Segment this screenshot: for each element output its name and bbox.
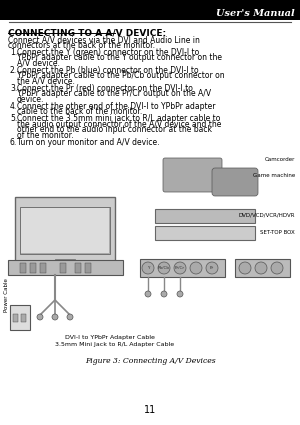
Text: Connect the Pr (red) connector on the DVI-I to: Connect the Pr (red) connector on the DV… [17,83,193,93]
Bar [85,263,91,273]
Text: 11: 11 [144,405,156,415]
Bar [235,259,290,277]
Text: the A/V device.: the A/V device. [17,76,75,85]
Text: DVI-I to YPbPr Adapter Cable: DVI-I to YPbPr Adapter Cable [65,335,155,340]
Text: 5.: 5. [10,114,17,123]
Bar [8,260,123,275]
Text: Pr/Cr: Pr/Cr [175,266,185,270]
Bar [155,209,255,223]
Text: 4.: 4. [10,102,17,111]
Text: other end to the audio input connector at the back: other end to the audio input connector a… [17,125,212,134]
Text: Connect A/V devices via the DVI and Audio Line in: Connect A/V devices via the DVI and Audi… [8,35,200,44]
Circle shape [174,262,186,274]
Text: the audio output connector of the A/V device and the: the audio output connector of the A/V de… [17,119,221,128]
Text: Power Cable: Power Cable [4,278,10,312]
Bar [60,263,66,273]
Text: connectors at the back of the monitor.: connectors at the back of the monitor. [8,40,155,49]
Bar [45,267,85,272]
Bar [75,263,81,273]
Text: Turn on your monitor and A/V device.: Turn on your monitor and A/V device. [17,138,160,147]
Text: 1.: 1. [10,48,17,57]
Bar [21,314,26,322]
Text: CONNECTING TO A A/V DEVICE:: CONNECTING TO A A/V DEVICE: [8,28,166,37]
Bar [21,208,109,253]
Text: YPbPr adapter cable to the Y output connector on the: YPbPr adapter cable to the Y output conn… [17,53,222,62]
Circle shape [52,314,58,320]
Text: YPbPr adapter cable to the Pb/Cb output connector on: YPbPr adapter cable to the Pb/Cb output … [17,71,225,80]
Circle shape [158,262,170,274]
Text: 3.: 3. [10,83,17,93]
Text: Connect the Pb (blue) connector on the DVI-I to: Connect the Pb (blue) connector on the D… [17,65,199,74]
Bar [155,226,255,240]
FancyBboxPatch shape [212,168,258,196]
Circle shape [145,291,151,297]
Text: A/V device.: A/V device. [17,59,60,68]
Text: User's Manual: User's Manual [216,8,295,17]
Circle shape [67,314,73,320]
Text: DVD/VCD/VCR/HDVR: DVD/VCD/VCR/HDVR [238,212,295,218]
Text: 3.5mm Mini Jack to R/L Adapter Cable: 3.5mm Mini Jack to R/L Adapter Cable [55,342,174,347]
Text: Pb/Cb: Pb/Cb [158,266,170,270]
Text: SET-TOP BOX: SET-TOP BOX [260,230,295,235]
Circle shape [37,314,43,320]
Bar [10,305,30,330]
Circle shape [206,262,218,274]
Circle shape [255,262,267,274]
Text: Y: Y [147,266,149,270]
Text: Connect the other end of the DVI-I to YPbPr adapter: Connect the other end of the DVI-I to YP… [17,102,215,111]
Text: Connect the 3.5mm mini jack to R/L adapter cable to: Connect the 3.5mm mini jack to R/L adapt… [17,114,220,123]
Text: device.: device. [17,94,44,104]
Text: Figure 3: Connecting A/V Devices: Figure 3: Connecting A/V Devices [85,357,215,365]
Text: Game machine: Game machine [253,173,295,178]
Text: of the monitor.: of the monitor. [17,130,74,139]
Circle shape [177,291,183,297]
Bar [20,207,110,254]
Bar [140,259,225,277]
Circle shape [271,262,283,274]
Bar [13,314,18,322]
FancyBboxPatch shape [163,158,222,192]
Circle shape [161,291,167,297]
Bar [40,263,46,273]
Text: Pr: Pr [210,266,214,270]
Text: Camcorder: Camcorder [265,156,295,162]
Text: cable to the back of the monitor.: cable to the back of the monitor. [17,107,142,116]
Bar [0,0,300,20]
Circle shape [190,262,202,274]
Bar [15,197,115,262]
Circle shape [239,262,251,274]
Text: 2.: 2. [10,65,17,74]
Text: Connect the Y (green) connector on the DVI-I to: Connect the Y (green) connector on the D… [17,48,199,57]
Bar [55,259,75,267]
Bar [20,263,26,273]
Circle shape [142,262,154,274]
Bar [30,263,36,273]
Text: YPbPr adapter cable to the Pr/Cr output on the A/V: YPbPr adapter cable to the Pr/Cr output … [17,89,211,98]
Text: 6.: 6. [10,138,17,147]
